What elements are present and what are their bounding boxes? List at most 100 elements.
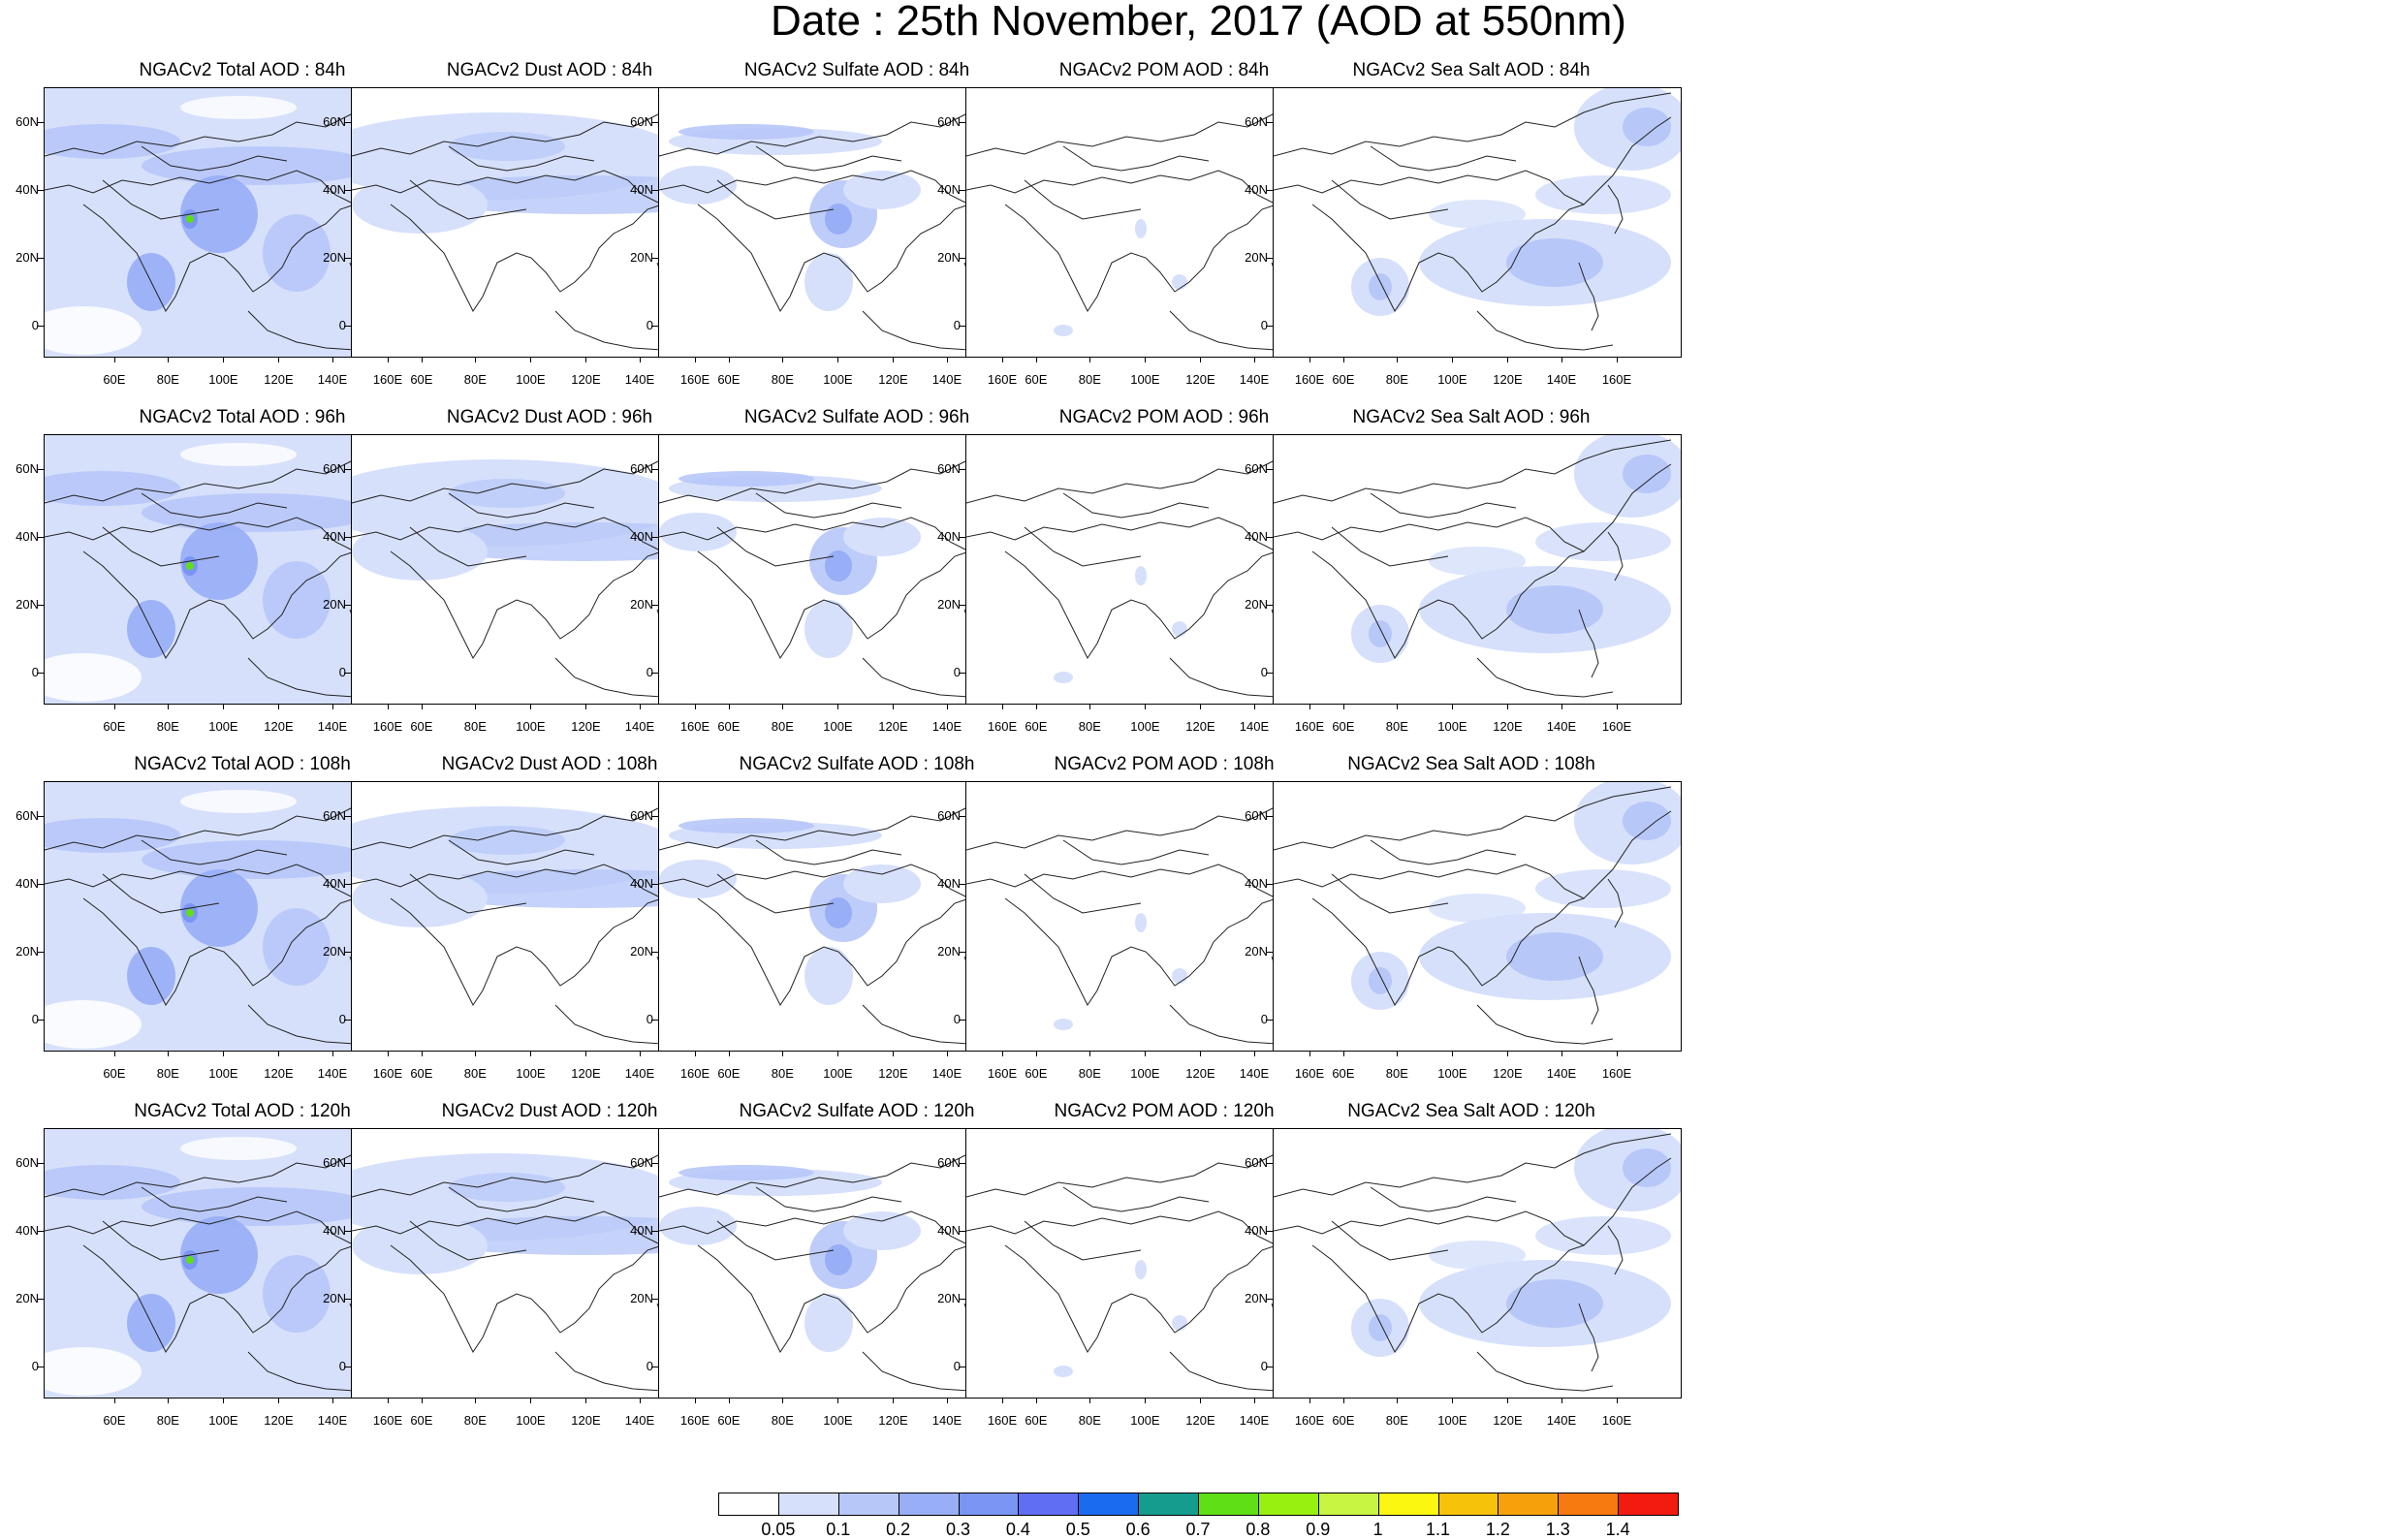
longitude-label: 60E (1025, 1413, 1048, 1428)
latitude-label: 40N (1245, 182, 1268, 197)
longitude-label: 100E (823, 719, 853, 734)
colorbar-label: 0.2 (886, 1520, 911, 1539)
longitude-label: 160E (372, 1066, 403, 1081)
longitude-label: 60E (1332, 1066, 1355, 1081)
longitude-tick (1253, 1398, 1255, 1403)
latitude-label: 0 (31, 1359, 39, 1373)
latitude-tick (651, 1020, 658, 1021)
longitude-tick (1145, 704, 1147, 709)
latitude-tick (37, 1299, 44, 1300)
longitude-label: 120E (878, 1413, 908, 1428)
longitude-tick (893, 704, 895, 709)
latitude-tick (959, 1231, 965, 1232)
latitude-tick (651, 258, 658, 259)
longitude-tick (1561, 357, 1562, 362)
latitude-tick (651, 884, 658, 885)
longitude-label: 140E (1239, 1413, 1270, 1428)
longitude-tick (1035, 1051, 1037, 1056)
longitude-label: 100E (208, 719, 238, 734)
longitude-tick (113, 357, 115, 362)
longitude-tick (168, 1398, 170, 1403)
longitude-label: 60E (103, 372, 126, 387)
longitude-tick (1617, 1398, 1619, 1403)
latitude-tick (651, 673, 658, 674)
longitude-tick (1145, 1398, 1147, 1403)
longitude-tick (893, 1051, 895, 1056)
latitude-label: 40N (630, 529, 653, 544)
latitude-label: 60N (630, 1155, 653, 1170)
longitude-tick (1342, 704, 1344, 709)
longitude-label: 80E (1385, 372, 1408, 387)
panel-title: NGACv2 Dust AOD : 120h (441, 1101, 658, 1121)
longitude-tick (475, 1051, 477, 1056)
longitude-tick (946, 357, 948, 362)
longitude-tick (695, 1051, 697, 1056)
longitude-label: 120E (264, 719, 294, 734)
longitude-tick (639, 1398, 641, 1403)
latitude-label: 0 (646, 1359, 653, 1373)
longitude-tick (728, 1051, 730, 1056)
colorbar-label: 0.5 (1065, 1520, 1090, 1539)
latitude-tick (959, 673, 965, 674)
latitude-label: 20N (630, 1291, 653, 1305)
latitude-label: 0 (1260, 318, 1268, 332)
latitude-label: 60N (1245, 114, 1268, 129)
panel-title: NGACv2 Sulfate AOD : 120h (739, 1101, 975, 1121)
latitude-tick (959, 469, 965, 470)
longitude-tick (388, 357, 390, 362)
latitude-tick (37, 816, 44, 817)
longitude-tick (475, 1398, 477, 1403)
latitude-label: 60N (16, 461, 39, 476)
latitude-label: 20N (630, 597, 653, 612)
longitude-label: 140E (1546, 719, 1577, 734)
colorbar-label: 0.8 (1246, 1520, 1271, 1539)
longitude-tick (893, 357, 895, 362)
longitude-label: 80E (1078, 372, 1101, 387)
longitude-label: 60E (410, 1066, 433, 1081)
latitude-label: 40N (1245, 529, 1268, 544)
longitude-tick (1035, 357, 1037, 362)
latitude-label: 60N (323, 808, 346, 823)
latitude-tick (1266, 258, 1273, 259)
latitude-tick (1266, 952, 1273, 953)
longitude-tick (728, 1398, 730, 1403)
panel-title: NGACv2 Dust AOD : 84h (446, 60, 653, 80)
latitude-label: 20N (323, 1291, 346, 1305)
longitude-label: 60E (717, 719, 741, 734)
longitude-tick (1002, 357, 1004, 362)
longitude-label: 140E (1239, 1066, 1270, 1081)
latitude-tick (344, 605, 351, 606)
panel-title: NGACv2 POM AOD : 96h (1058, 407, 1270, 427)
longitude-label: 60E (410, 372, 433, 387)
aod-field (1274, 782, 1681, 1045)
longitude-tick (1089, 704, 1091, 709)
panel-title: NGACv2 Sea Salt AOD : 84h (1352, 60, 1591, 80)
longitude-label: 140E (1546, 372, 1577, 387)
latitude-label: 40N (937, 876, 961, 891)
latitude-tick (344, 952, 351, 953)
longitude-label: 120E (1185, 1413, 1215, 1428)
longitude-tick (421, 704, 423, 709)
longitude-label: 160E (679, 1413, 710, 1428)
longitude-tick (1089, 357, 1091, 362)
longitude-tick (1617, 704, 1619, 709)
latitude-tick (651, 326, 658, 327)
latitude-tick (1266, 122, 1273, 123)
longitude-tick (223, 1051, 225, 1056)
longitude-tick (475, 704, 477, 709)
panel-title: NGACv2 Total AOD : 96h (139, 407, 346, 427)
longitude-label: 100E (516, 719, 546, 734)
latitude-label: 0 (31, 1012, 39, 1026)
latitude-label: 60N (1245, 1155, 1268, 1170)
longitude-tick (1002, 1051, 1004, 1056)
longitude-label: 160E (987, 719, 1018, 734)
aod-field (1274, 435, 1681, 698)
longitude-label: 120E (571, 719, 601, 734)
colorbar-label: 0.1 (826, 1520, 851, 1539)
latitude-label: 20N (630, 944, 653, 959)
latitude-label: 60N (937, 1155, 961, 1170)
latitude-label: 0 (953, 318, 961, 332)
longitude-tick (1200, 1051, 1202, 1056)
panel-title: NGACv2 Total AOD : 84h (139, 60, 346, 80)
longitude-tick (223, 357, 225, 362)
